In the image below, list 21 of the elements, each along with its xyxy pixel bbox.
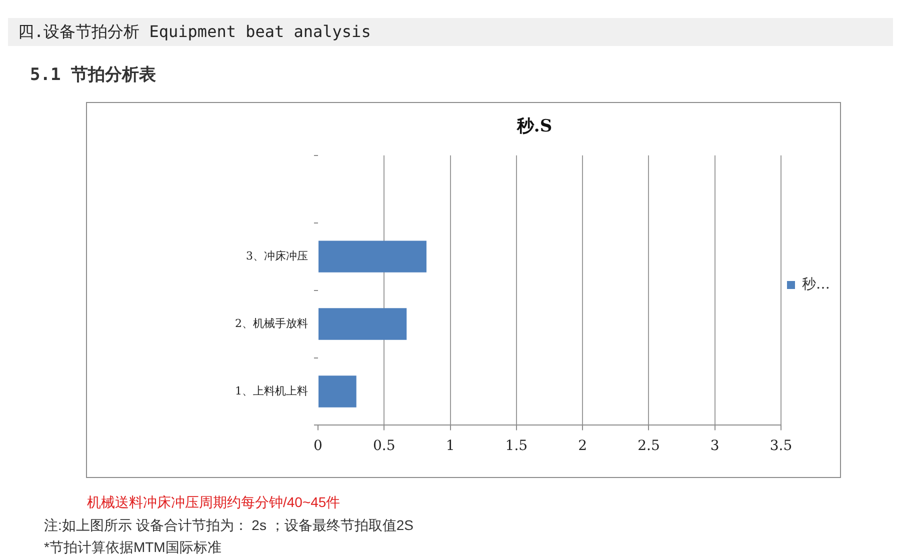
x-tick-label: 0.5 [373,438,396,454]
x-tick-label: 1 [446,438,455,454]
text: *节拍计算依据MTM国际标准 [44,539,222,557]
x-tick-label: 3 [710,438,720,454]
y-tick-label: 2、机械手放料 [235,316,308,330]
text: 5.1 节拍分析表 [30,64,156,86]
text: 机械送料冲床冲压周期约每分钟/40~45件 [87,494,340,512]
chart-title: 秒.S [516,116,552,137]
y-tick-label: 1、上料机上料 [235,384,308,398]
x-tick-label: 3.5 [770,438,792,454]
bar [318,308,407,340]
legend-label: 秒… [802,276,830,293]
x-tick-label: 0 [314,438,322,454]
text: 四.设备节拍分析 Equipment beat analysis [8,18,893,46]
bar [318,240,426,272]
bar [318,376,356,408]
x-tick-label: 2 [578,438,588,454]
y-tick-label: 3、冲床冲压 [246,249,308,262]
x-tick-label: 1.5 [505,438,528,454]
x-tick-label: 2.5 [638,438,660,454]
text: 注:如上图所示 设备合计节拍为： 2s ；设备最终节拍取值2S [44,517,414,535]
